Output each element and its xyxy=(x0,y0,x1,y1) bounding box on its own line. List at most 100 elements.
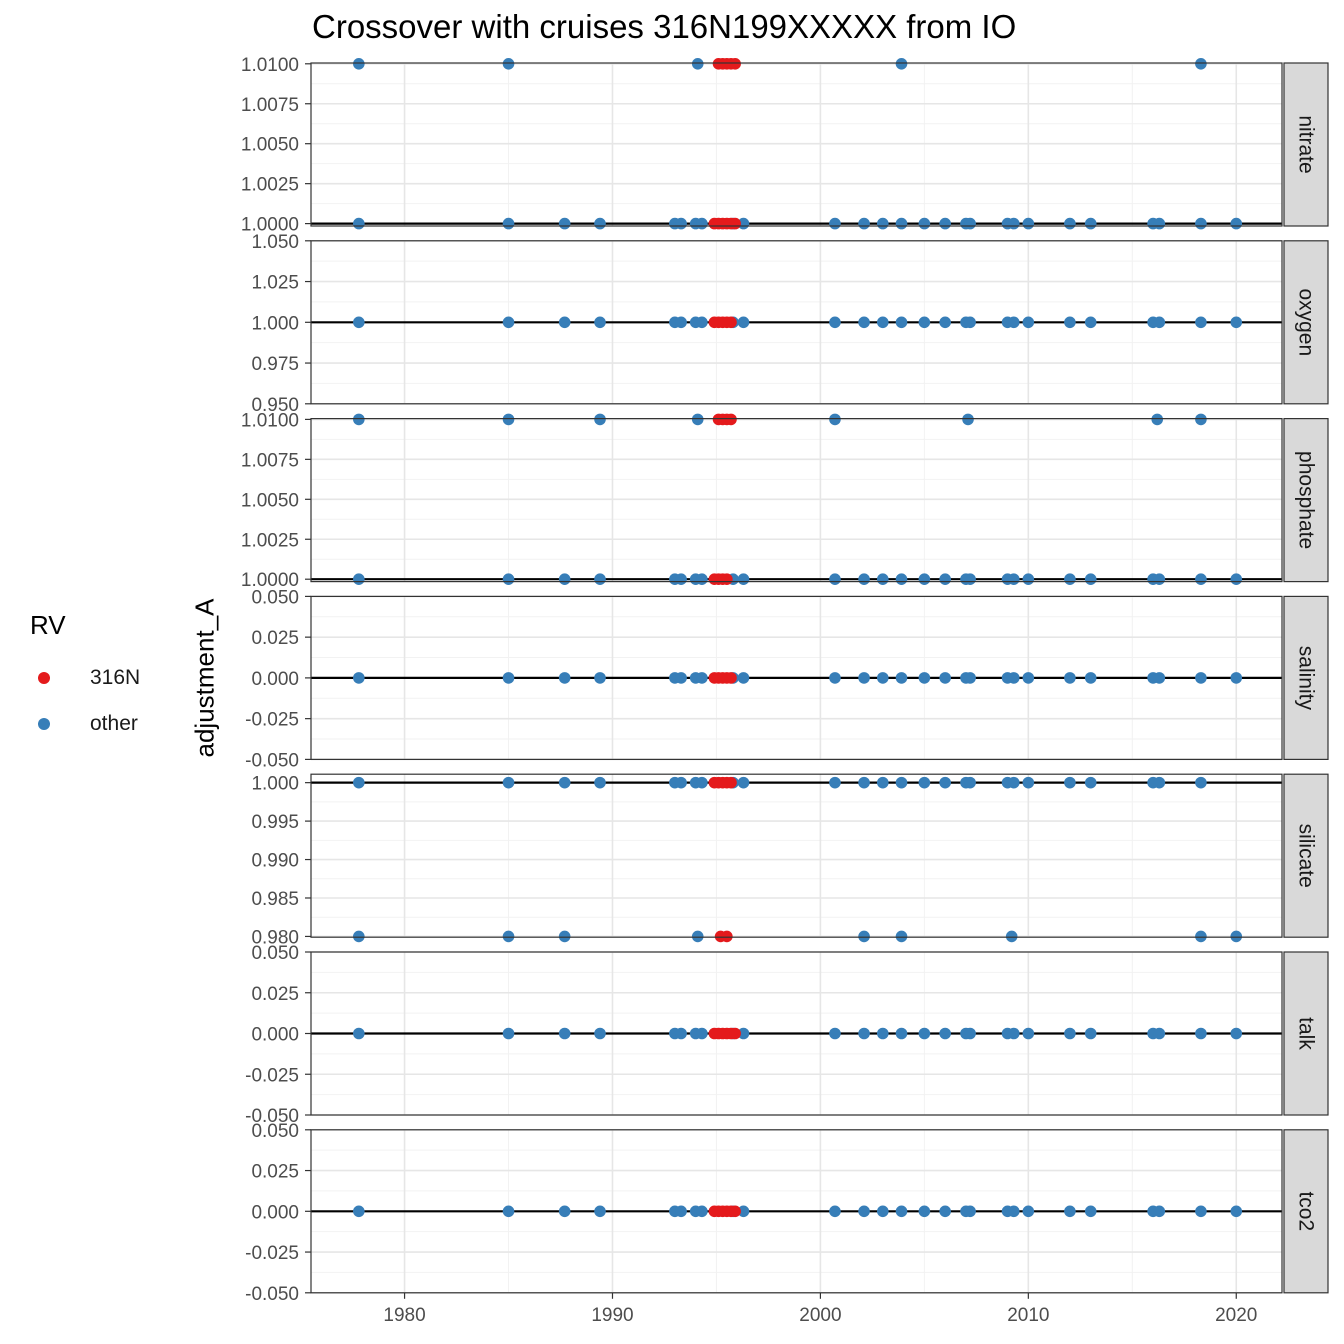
point-other xyxy=(1230,217,1243,230)
point-other xyxy=(1084,776,1097,789)
point-316n xyxy=(725,413,737,426)
point-other xyxy=(594,1205,606,1218)
point-other xyxy=(1064,573,1076,586)
point-other xyxy=(858,672,870,684)
y-tick-label: 0.985 xyxy=(251,889,299,910)
point-other xyxy=(1195,1027,1207,1040)
x-tick-label: 2020 xyxy=(1215,1305,1257,1326)
point-other xyxy=(895,57,908,70)
point-other xyxy=(1084,573,1097,586)
point-other xyxy=(696,1027,708,1040)
point-other xyxy=(691,57,704,70)
panel-border xyxy=(310,1129,1283,1294)
point-other xyxy=(858,1205,870,1218)
point-other xyxy=(696,672,708,684)
point-other xyxy=(696,316,708,329)
point-other xyxy=(675,217,687,230)
panel-border xyxy=(310,773,1283,938)
point-other xyxy=(737,1205,750,1218)
point-other xyxy=(737,316,750,329)
facet-label-silicate: silicate xyxy=(1295,824,1318,888)
y-tick-label: 1.0075 xyxy=(241,450,299,471)
point-other xyxy=(1153,573,1166,586)
point-other xyxy=(939,316,951,329)
point-other xyxy=(964,573,976,586)
point-other xyxy=(939,1027,951,1040)
point-other xyxy=(353,413,365,426)
point-other xyxy=(675,672,687,684)
facet-label-nitrate: nitrate xyxy=(1295,115,1318,173)
point-other xyxy=(696,1205,708,1218)
point-other xyxy=(964,217,976,230)
point-other xyxy=(1084,316,1097,329)
y-tick-label: 0.975 xyxy=(251,354,299,375)
y-tick-label: 1.000 xyxy=(251,313,299,334)
point-other xyxy=(691,413,704,426)
legend-swatch-other xyxy=(38,718,50,730)
point-other xyxy=(1022,776,1035,789)
point-other xyxy=(558,1205,571,1218)
chart-title: Crossover with cruises 316N199XXXXX from… xyxy=(312,8,1017,45)
point-316n xyxy=(729,1205,741,1218)
point-other xyxy=(502,776,515,789)
point-other xyxy=(737,672,750,684)
point-other xyxy=(558,316,571,329)
point-other xyxy=(1022,316,1035,329)
point-other xyxy=(1007,217,1020,230)
panel-border xyxy=(310,418,1283,583)
point-other xyxy=(502,316,515,329)
point-other xyxy=(858,573,870,586)
point-other xyxy=(1195,930,1207,943)
panel-border xyxy=(310,62,1283,227)
point-other xyxy=(1195,573,1207,586)
point-other xyxy=(1195,413,1207,426)
point-other xyxy=(1195,217,1207,230)
point-other xyxy=(918,672,931,684)
panel-border xyxy=(310,595,1283,761)
x-tick-label: 1980 xyxy=(383,1305,425,1326)
point-other xyxy=(502,1027,515,1040)
point-other xyxy=(918,217,931,230)
point-other xyxy=(1195,57,1207,70)
point-other xyxy=(962,413,974,426)
point-other xyxy=(858,930,870,943)
point-other xyxy=(939,776,951,789)
point-other xyxy=(558,217,571,230)
point-other xyxy=(858,776,870,789)
point-other xyxy=(1230,573,1243,586)
y-tick-label: -0.050 xyxy=(245,1106,299,1127)
point-other xyxy=(1153,776,1166,789)
point-other xyxy=(353,776,365,789)
y-tick-label: -0.025 xyxy=(245,1065,299,1086)
point-other xyxy=(558,930,571,943)
point-other xyxy=(939,1205,951,1218)
panel-silicate xyxy=(311,774,1282,938)
point-other xyxy=(1064,776,1076,789)
point-other xyxy=(918,1205,931,1218)
point-other xyxy=(829,1205,841,1218)
point-other xyxy=(353,1027,365,1040)
point-other xyxy=(1064,1027,1076,1040)
point-other xyxy=(594,1027,606,1040)
point-other xyxy=(1005,930,1018,943)
point-other xyxy=(558,1027,571,1040)
point-other xyxy=(558,776,571,789)
point-other xyxy=(594,573,606,586)
point-other xyxy=(594,413,606,426)
point-other xyxy=(558,573,571,586)
point-other xyxy=(1084,1027,1097,1040)
point-other xyxy=(502,930,515,943)
y-tick-label: -0.050 xyxy=(245,750,299,771)
point-other xyxy=(895,930,908,943)
y-tick-label: 1.0025 xyxy=(241,530,299,551)
facet-strip xyxy=(1283,240,1329,405)
y-tick-label: -0.025 xyxy=(245,1243,299,1264)
point-other xyxy=(895,217,908,230)
point-other xyxy=(1230,930,1243,943)
point-other xyxy=(829,1027,841,1040)
point-other xyxy=(964,316,976,329)
facet-strip xyxy=(1283,773,1329,938)
point-other xyxy=(1064,217,1076,230)
facet-label-talk: talk xyxy=(1295,1017,1318,1050)
y-tick-label: 1.0000 xyxy=(241,570,299,591)
